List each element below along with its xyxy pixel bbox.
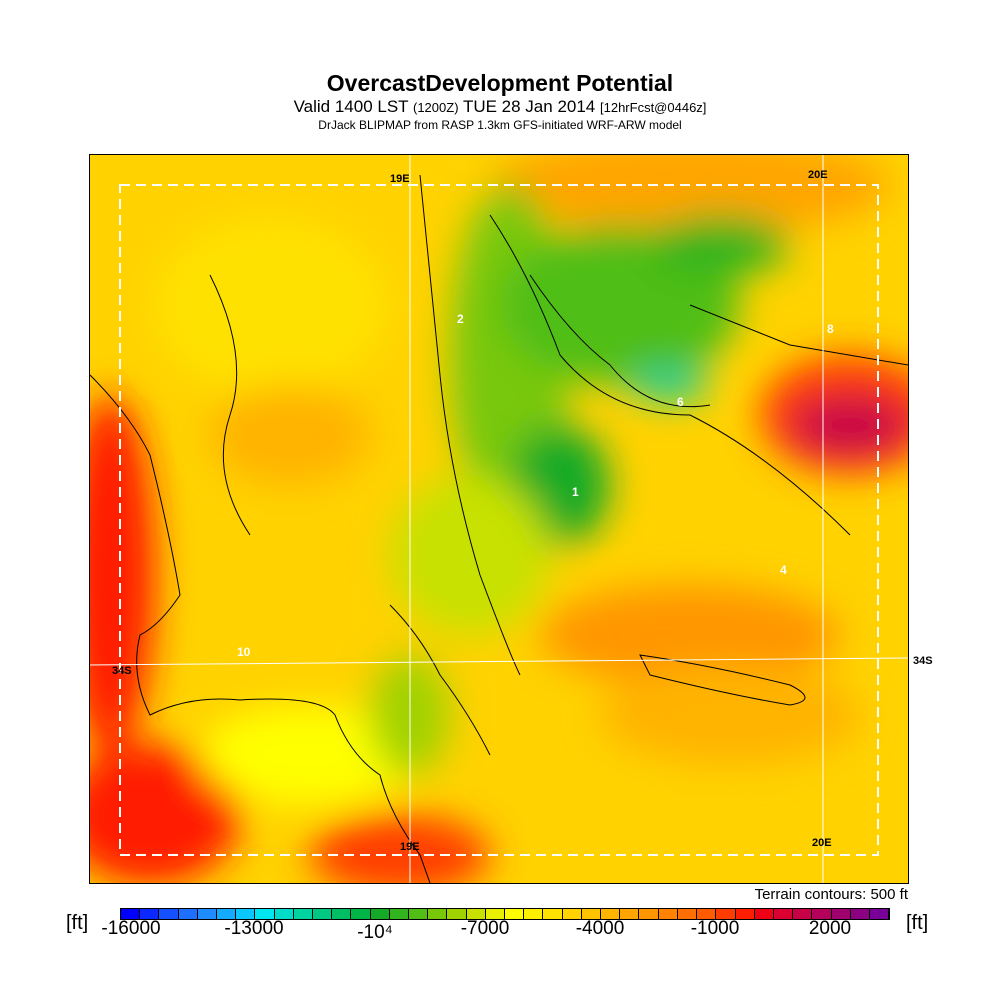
colorbar-swatch	[178, 909, 198, 919]
colorbar-swatch	[332, 909, 352, 919]
contour-label: 4	[780, 563, 787, 577]
terrain-note: Terrain contours: 500 ft	[754, 886, 908, 903]
unit-right: [ft]	[906, 912, 929, 934]
colorbar-swatch	[428, 909, 448, 919]
colorbar-swatch	[274, 909, 294, 919]
colorbar-swatch	[505, 909, 525, 919]
colorbar-swatch	[812, 909, 832, 919]
colorbar-swatch	[217, 909, 237, 919]
colorbar-swatch	[121, 909, 141, 919]
colorbar-tick: -10⁴	[357, 922, 393, 943]
colorbar-swatch	[869, 909, 890, 919]
colorbar-tick: -13000	[224, 918, 284, 939]
grid-label-20e-bottom: 20E	[812, 837, 832, 849]
map-panel: 19E 20E 34S 34S 19E 20E 2 8 6 1 4 10	[60, 135, 940, 895]
chart-title: OvercastDevelopment Potential	[326, 70, 674, 96]
colorbar-swatch	[793, 909, 813, 919]
colorbar-swatch	[197, 909, 218, 919]
colorbar-swatch	[524, 909, 544, 919]
colorbar-swatch	[831, 909, 851, 919]
grid-label-34s-left: 34S	[112, 665, 132, 677]
colorbar-swatch	[601, 909, 621, 919]
colorbar-swatch	[409, 909, 429, 919]
colorbar-swatch	[677, 909, 698, 919]
colorbar-tick: -16000	[101, 918, 161, 939]
colorbar-tick: 2000	[808, 918, 852, 939]
colorbar-swatch	[140, 909, 160, 919]
colorbar-tick: -7000	[460, 918, 510, 939]
colorbar-swatch	[581, 909, 602, 919]
colorbar-swatch	[351, 909, 371, 919]
colorbar-swatch	[255, 909, 275, 919]
colorbar-swatch	[543, 909, 563, 919]
colorbar-swatch	[159, 909, 179, 919]
colorbar-swatch	[370, 909, 390, 919]
colorbar-swatch	[447, 909, 467, 919]
colorbar	[120, 908, 890, 920]
colorbar-swatch	[236, 909, 256, 919]
colorbar-swatch	[466, 909, 486, 919]
model-subtitle: DrJack BLIPMAP from RASP 1.3km GFS-initi…	[318, 118, 682, 132]
colorbar-swatch	[773, 909, 794, 919]
colorbar-swatch	[716, 909, 736, 919]
contour-label: 2	[457, 312, 464, 326]
colorbar-swatch	[697, 909, 717, 919]
grid-label-19e-bottom: 19E	[400, 841, 420, 853]
utc-time: (1200Z)	[413, 100, 459, 115]
grid-label-20e-top: 20E	[808, 169, 828, 181]
unit-left: [ft]	[66, 912, 89, 934]
colorbar-swatch	[389, 909, 410, 919]
contour-label: 6	[677, 395, 684, 409]
forecast-date: TUE 28 Jan 2014	[462, 97, 596, 116]
forecast-info: [12hrFcst@0446z]	[600, 100, 707, 115]
colorbar-swatch	[850, 909, 870, 919]
contour-label: 8	[827, 322, 834, 336]
colorbar-tick: -1000	[690, 918, 740, 939]
colorbar-swatch	[639, 909, 659, 919]
colorbar-swatch	[562, 909, 582, 919]
field-plot	[60, 135, 940, 895]
colorbar-swatch	[313, 909, 333, 919]
colorbar-swatch	[735, 909, 755, 919]
colorbar-swatch	[754, 909, 774, 919]
colorbar-swatch	[620, 909, 640, 919]
colorbar-swatch	[658, 909, 678, 919]
valid-prefix: Valid 1400 LST	[293, 97, 409, 116]
colorbar-tick: -4000	[575, 918, 625, 939]
colorbar-swatch	[293, 909, 314, 919]
contour-label: 1	[572, 485, 579, 499]
grid-label-34s-right: 34S	[913, 655, 933, 667]
colorbar-swatch	[485, 909, 506, 919]
valid-time: Valid 1400 LST (1200Z) TUE 28 Jan 2014 […	[0, 97, 1000, 117]
contour-label: 10	[237, 645, 251, 659]
grid-label-19e-top: 19E	[390, 173, 410, 185]
